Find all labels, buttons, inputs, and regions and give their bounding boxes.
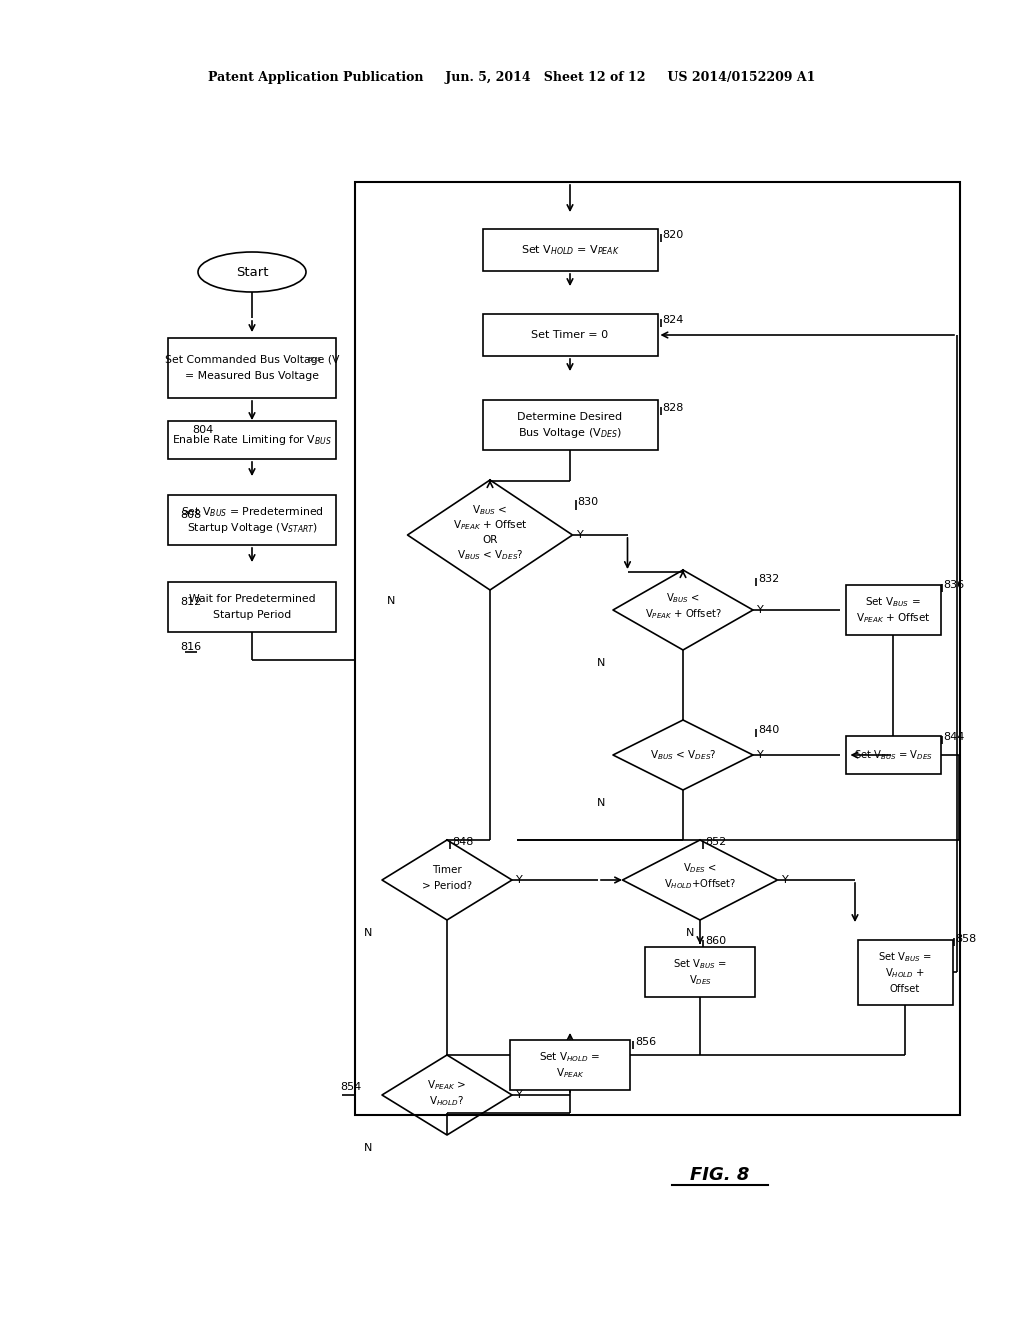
Text: Enable Rate Limiting for V$_{BUS}$: Enable Rate Limiting for V$_{BUS}$ xyxy=(172,433,332,447)
Text: 854: 854 xyxy=(340,1082,361,1092)
Text: V$_{BUS}$ < V$_{DES}$?: V$_{BUS}$ < V$_{DES}$? xyxy=(457,548,523,562)
Bar xyxy=(645,946,755,997)
Bar xyxy=(846,737,940,774)
Bar xyxy=(482,314,657,356)
Text: 848: 848 xyxy=(452,837,473,847)
Text: N: N xyxy=(364,1143,372,1152)
Text: 840: 840 xyxy=(758,725,779,735)
Bar xyxy=(168,495,336,545)
Text: N: N xyxy=(364,928,372,939)
Ellipse shape xyxy=(198,252,306,292)
Bar xyxy=(846,585,940,635)
Bar xyxy=(168,582,336,632)
Text: 830: 830 xyxy=(578,498,599,507)
Text: Bus Voltage (V$_{DES}$): Bus Voltage (V$_{DES}$) xyxy=(518,426,622,440)
Text: Set V$_{BUS}$ = V$_{DES}$: Set V$_{BUS}$ = V$_{DES}$ xyxy=(854,748,933,762)
Text: 860: 860 xyxy=(705,936,726,946)
Text: V$_{BUS}$ <: V$_{BUS}$ < xyxy=(666,591,700,605)
Text: Start: Start xyxy=(236,265,268,279)
Text: N: N xyxy=(597,657,605,668)
Text: 812: 812 xyxy=(180,597,202,607)
Text: Determine Desired: Determine Desired xyxy=(517,412,623,422)
Text: Timer: Timer xyxy=(432,865,462,875)
Text: 836: 836 xyxy=(943,579,965,590)
Bar xyxy=(857,940,952,1005)
Text: Y: Y xyxy=(577,531,584,540)
Text: Startup Voltage (V$_{START}$): Startup Voltage (V$_{START}$) xyxy=(186,521,317,535)
Bar xyxy=(355,182,961,1115)
Text: V$_{DES}$: V$_{DES}$ xyxy=(688,973,712,987)
Text: Y: Y xyxy=(757,750,764,760)
Text: Y: Y xyxy=(516,1090,522,1100)
Text: > Period?: > Period? xyxy=(422,880,472,891)
Text: Wait for Predetermined: Wait for Predetermined xyxy=(188,594,315,605)
Text: N: N xyxy=(387,597,395,606)
Text: V$_{DES}$ <: V$_{DES}$ < xyxy=(683,861,717,875)
Text: Y: Y xyxy=(781,875,788,884)
Text: 824: 824 xyxy=(663,315,684,325)
Text: V$_{PEAK}$ + Offset?: V$_{PEAK}$ + Offset? xyxy=(645,607,721,620)
Text: Offset: Offset xyxy=(890,983,921,994)
Text: V$_{HOLD}$?: V$_{HOLD}$? xyxy=(429,1094,465,1107)
Text: Set V$_{HOLD}$ =: Set V$_{HOLD}$ = xyxy=(540,1051,601,1064)
Text: Set Timer = 0: Set Timer = 0 xyxy=(531,330,608,341)
Text: Patent Application Publication     Jun. 5, 2014   Sheet 12 of 12     US 2014/015: Patent Application Publication Jun. 5, 2… xyxy=(208,71,816,84)
Text: Y: Y xyxy=(516,875,522,884)
Text: Startup Period: Startup Period xyxy=(213,610,291,620)
Text: 844: 844 xyxy=(943,733,965,742)
Text: $_{BUS}$: $_{BUS}$ xyxy=(306,355,322,364)
Text: V$_{BUS}$ < V$_{DES}$?: V$_{BUS}$ < V$_{DES}$? xyxy=(649,748,717,762)
Text: V$_{HOLD}$ +: V$_{HOLD}$ + xyxy=(885,966,925,979)
Text: N: N xyxy=(686,928,694,939)
Text: 856: 856 xyxy=(635,1038,656,1047)
Text: FIG. 8: FIG. 8 xyxy=(690,1166,750,1184)
Bar xyxy=(482,400,657,450)
Text: V$_{HOLD}$+Offset?: V$_{HOLD}$+Offset? xyxy=(664,876,736,891)
Text: N: N xyxy=(597,799,605,808)
Text: OR: OR xyxy=(482,535,498,545)
Text: 858: 858 xyxy=(955,935,977,944)
Text: 804: 804 xyxy=(193,425,213,436)
Bar xyxy=(482,228,657,271)
Text: V$_{PEAK}$ + Offset: V$_{PEAK}$ + Offset xyxy=(453,519,527,532)
Text: Set V$_{BUS}$ =: Set V$_{BUS}$ = xyxy=(865,595,921,609)
Text: Set V$_{BUS}$ =: Set V$_{BUS}$ = xyxy=(673,957,727,972)
Text: 820: 820 xyxy=(663,230,684,240)
Text: V$_{PEAK}$ + Offset: V$_{PEAK}$ + Offset xyxy=(856,611,931,624)
Text: Set V$_{BUS}$ = Predetermined: Set V$_{BUS}$ = Predetermined xyxy=(180,506,324,519)
Bar xyxy=(168,421,336,459)
Text: 852: 852 xyxy=(705,837,726,847)
Text: 808: 808 xyxy=(180,510,202,520)
Text: V$_{PEAK}$ >: V$_{PEAK}$ > xyxy=(427,1078,467,1092)
Bar xyxy=(168,338,336,399)
Text: V$_{BUS}$ <: V$_{BUS}$ < xyxy=(472,503,508,517)
Text: 828: 828 xyxy=(663,403,684,413)
Text: 832: 832 xyxy=(758,574,779,583)
Bar xyxy=(510,1040,630,1090)
Text: Set Commanded Bus Voltage (V: Set Commanded Bus Voltage (V xyxy=(165,355,339,366)
Text: Set V$_{BUS}$ =: Set V$_{BUS}$ = xyxy=(879,950,932,964)
Text: Set V$_{HOLD}$ = V$_{PEAK}$: Set V$_{HOLD}$ = V$_{PEAK}$ xyxy=(520,243,620,257)
Text: Y: Y xyxy=(757,605,764,615)
Text: V$_{PEAK}$: V$_{PEAK}$ xyxy=(556,1067,584,1080)
Text: = Measured Bus Voltage: = Measured Bus Voltage xyxy=(185,371,319,381)
Text: 816: 816 xyxy=(180,642,201,652)
